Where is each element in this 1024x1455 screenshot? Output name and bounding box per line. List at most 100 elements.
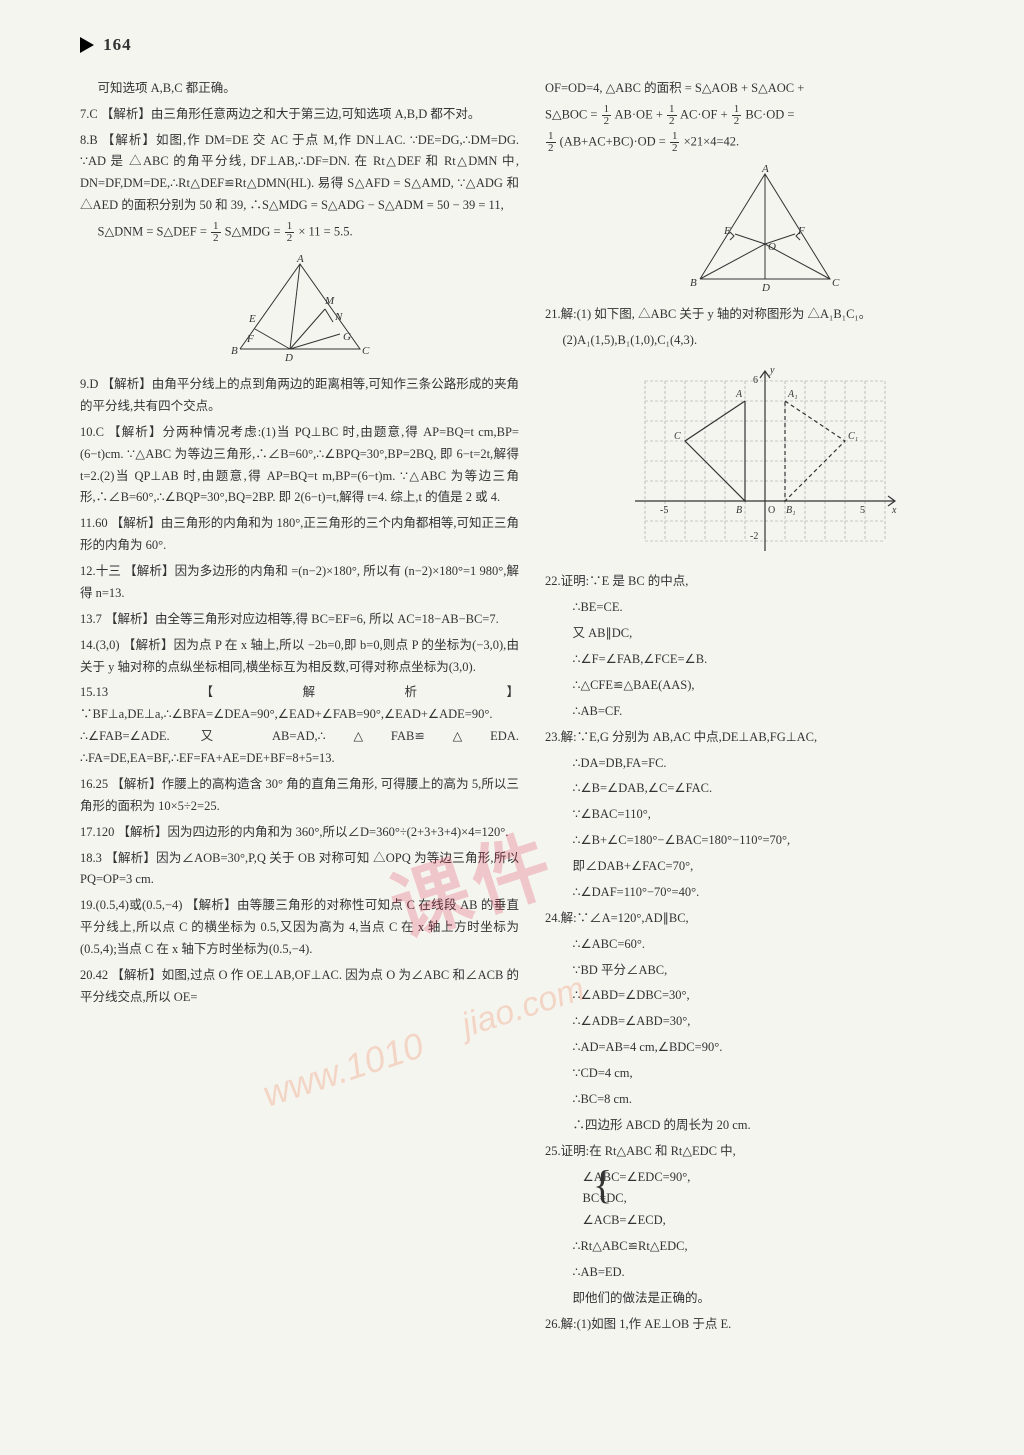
q23-d: ∵∠BAC=110°, [545,804,984,826]
q24-g: ∵CD=4 cm, [545,1063,984,1085]
right-column: OF=OD=4, △ABC 的面积 = S△AOB + S△AOC + S△BO… [545,78,984,1340]
q8b-suffix: × 11 = 5.5. [295,224,352,238]
page-header: 164 [80,30,984,60]
q23-e: ∴∠B+∠C=180°−∠BAC=180°−110°=70°, [545,830,984,852]
q24-c: ∵BD 平分∠ABC, [545,960,984,982]
q23-f: 即∠DAB+∠FAC=70°, [545,856,984,878]
label-C: C [674,431,681,442]
page-number: 164 [103,35,132,54]
q24-i: ∴四边形 ABCD 的周长为 20 cm. [545,1115,984,1137]
label-B: B [690,277,697,289]
label-A1: A₁ [787,389,798,400]
q20c-2: ×21×4=42. [680,134,739,148]
lead-in-text: 可知选项 A,B,C 都正确。 [80,78,519,100]
label-E: E [248,313,256,325]
q21-a: 21.解:(1) 如下图, △ABC 关于 y 轴的对称图形为 △A₁B₁C₁。 [545,304,984,326]
q12: 12.十三 【解析】因为多边形的内角和 =(n−2)×180°, 所以有 (n−… [80,561,519,605]
svg-text:6: 6 [753,375,758,386]
label-A: A [296,254,304,265]
label-x: x [891,505,897,516]
q22-c: 又 AB∥DC, [545,623,984,645]
fraction-half: 12 [667,104,677,127]
q20b-3: BC·OD = [742,107,794,121]
label-D: D [761,282,770,294]
q26: 26.解:(1)如图 1,作 AE⊥OB 于点 E. [545,1314,984,1336]
q20: 20.42 【解析】如图,过点 O 作 OE⊥AB,OF⊥AC. 因为点 O 为… [80,965,519,1009]
label-G: G [343,331,351,343]
q8b-mid: S△MDG = [222,224,284,238]
q21-b: (2)A₁(1,5),B₁(1,0),C₁(4,3). [545,330,984,352]
q9: 9.D 【解析】由角平分线上的点到角两边的距离相等,可知作三条公路形成的夹角的平… [80,374,519,418]
q25-d: ∴AB=ED. [545,1262,984,1284]
q24-e: ∴∠ADB=∠ABD=30°, [545,1011,984,1033]
left-column: 可知选项 A,B,C 都正确。 7.C 【解析】由三角形任意两边之和大于第三边,… [80,78,519,1340]
q20-figure: A B C D E F O [545,164,984,294]
q25-b3: ∠ACB=∠ECD, [583,1210,985,1232]
fraction-half: 12 [546,131,556,154]
fraction-half: 12 [211,221,221,244]
q7: 7.C 【解析】由三角形任意两边之和大于第三边,可知选项 A,B,D 都不对。 [80,104,519,126]
label-B: B [231,345,238,357]
q22-a: 22.证明:∵E 是 BC 的中点, [545,571,984,593]
q20-cont-c: 12 (AB+AC+BC)·OD = 12 ×21×4=42. [545,131,984,154]
label-N: N [334,311,343,323]
svg-text:-5: -5 [660,505,668,516]
q11: 11.60 【解析】由三角形的内角和为 180°,正三角形的三个内角都相等,可知… [80,513,519,557]
label-O: O [768,505,775,516]
label-A: A [761,164,769,175]
fraction-half: 12 [670,131,680,154]
q25-brace: { ∠ABC=∠EDC=90°, BC=DC, ∠ACB=∠ECD, [545,1167,984,1233]
q23-b: ∴DA=DB,FA=FC. [545,753,984,775]
label-C1: C₁ [848,431,858,442]
q20b-1: AB·OE + [612,107,666,121]
content-columns: 课件 jiao.com www.1010 可知选项 A,B,C 都正确。 7.C… [80,78,984,1340]
q20-cont-a: OF=OD=4, △ABC 的面积 = S△AOB + S△AOC + [545,78,984,100]
q21-figure: -5 5 6 -2 O x y A C B A₁ C₁ B₁ [545,361,984,561]
q10: 10.C 【解析】分两种情况考虑:(1)当 PQ⊥BC 时,由题意,得 AP=B… [80,422,519,510]
q22-d: ∴∠F=∠FAB,∠FCE=∠B. [545,649,984,671]
q25-e: 即他们的做法是正确的。 [545,1288,984,1310]
q13: 13.7 【解析】由全等三角形对应边相等,得 BC=EF=6, 所以 AC=18… [80,609,519,631]
label-M: M [324,295,335,307]
q16: 16.25 【解析】作腰上的高构造含 30° 角的直角三角形, 可得腰上的高为 … [80,774,519,818]
fraction-half: 12 [732,104,742,127]
q14: 14.(3,0) 【解析】因为点 P 在 x 轴上,所以 −2b=0,即 b=0… [80,635,519,679]
header-arrow-icon [80,37,94,53]
q25-b2: BC=DC, [583,1188,985,1210]
q22-b: ∴BE=CE. [545,597,984,619]
q19: 19.(0.5,4)或(0.5,−4) 【解析】由等腰三角形的对称性可知点 C … [80,895,519,961]
q25-c: ∴Rt△ABC≌Rt△EDC, [545,1236,984,1258]
q24-a: 24.解:∵∠A=120°,AD∥BC, [545,908,984,930]
label-C: C [832,277,840,289]
label-F: F [797,225,805,237]
q22-e: ∴△CFE≌△BAE(AAS), [545,675,984,697]
q18: 18.3 【解析】因为∠AOB=30°,P,Q 关于 OB 对称可知 △OPQ … [80,848,519,892]
label-D: D [284,352,293,364]
q23-c: ∴∠B=∠DAB,∠C=∠FAC. [545,778,984,800]
q25-b1: ∠ABC=∠EDC=90°, [583,1167,985,1189]
label-y: y [769,365,775,376]
q22-f: ∴AB=CF. [545,701,984,723]
q24-d: ∴∠ABD=∠DBC=30°, [545,985,984,1007]
q24-f: ∴AD=AB=4 cm,∠BDC=90°. [545,1037,984,1059]
q25-a: 25.证明:在 Rt△ABC 和 Rt△EDC 中, [545,1141,984,1163]
label-B1: B₁ [786,505,796,516]
label-F: F [246,333,254,345]
q24-b: ∴∠ABC=60°. [545,934,984,956]
q23-g: ∴∠DAF=110°−70°=40°. [545,882,984,904]
q23-a: 23.解:∵E,G 分别为 AB,AC 中点,DE⊥AB,FG⊥AC, [545,727,984,749]
q20-cont-b: S△BOC = 12 AB·OE + 12 AC·OF + 12 BC·OD = [545,104,984,127]
q15: 15.13 【解析】∵BF⊥a,DE⊥a,∴∠BFA=∠DEA=90°,∠EAD… [80,682,519,770]
label-B: B [736,505,742,516]
fraction-half: 12 [285,221,295,244]
label-A: A [735,389,743,400]
label-O: O [768,241,776,253]
q17: 17.120 【解析】因为四边形的内角和为 360°,所以∠D=360°÷(2+… [80,822,519,844]
q20b-2: AC·OF + [678,107,731,121]
svg-text:5: 5 [860,505,865,516]
q8-part-b: S△DNM = S△DEF = 12 S△MDG = 12 × 11 = 5.5… [80,221,519,244]
q20b-prefix: S△BOC = [545,107,601,121]
svg-text:-2: -2 [750,531,758,542]
q8-part-a: 8.B 【解析】如图,作 DM=DE 交 AC 于点 M,作 DN⊥AC. ∵D… [80,130,519,218]
q24-h: ∴BC=8 cm. [545,1089,984,1111]
